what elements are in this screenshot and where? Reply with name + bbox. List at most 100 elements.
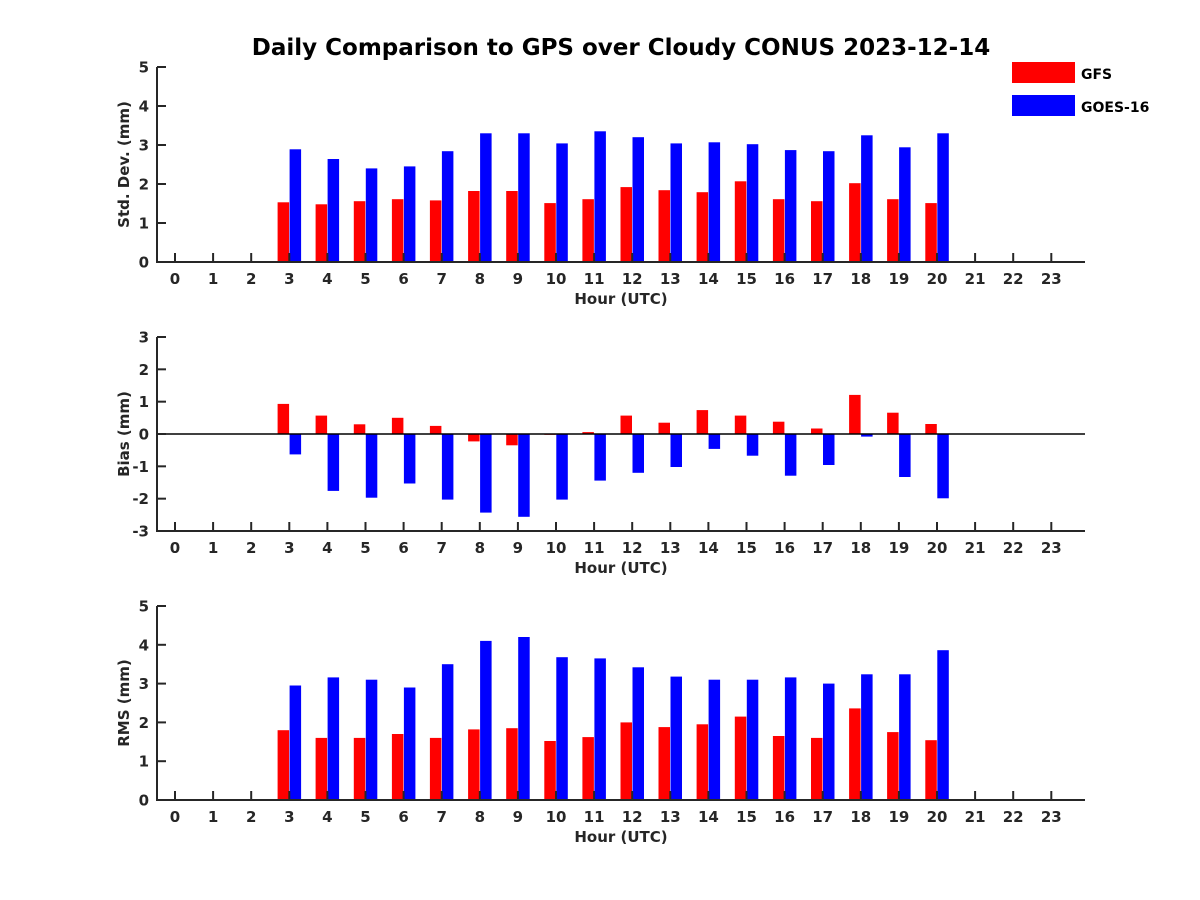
bar-std-goes16-18	[861, 135, 873, 263]
bar-bias-goes16-20	[937, 434, 949, 499]
x-tick-label-std-21: 21	[965, 270, 986, 288]
x-tick-label-bias-3: 3	[284, 539, 294, 557]
bar-rms-goes16-18	[861, 674, 873, 800]
bar-bias-gfs-13	[658, 422, 670, 434]
bar-rms-goes16-13	[670, 676, 682, 800]
bar-std-gfs-4	[315, 204, 328, 262]
bar-bias-gfs-7	[429, 425, 442, 434]
bar-std-goes16-6	[403, 166, 416, 262]
bar-rms-gfs-15	[734, 716, 747, 800]
bar-std-goes16-17	[823, 151, 835, 262]
x-tick-label-rms-5: 5	[360, 808, 370, 826]
bar-rms-gfs-10	[544, 741, 556, 800]
x-tick-label-bias-6: 6	[398, 539, 408, 557]
x-tick-label-rms-8: 8	[475, 808, 485, 826]
bar-bias-goes16-13	[670, 434, 682, 467]
bar-rms-goes16-17	[823, 683, 835, 800]
bar-rms-goes16-6	[403, 687, 416, 800]
x-tick-label-rms-22: 22	[1003, 808, 1024, 826]
bar-std-gfs-17	[811, 201, 823, 262]
bar-std-goes16-16	[784, 150, 797, 262]
x-tick-label-bias-15: 15	[736, 539, 757, 557]
bar-bias-gfs-4	[315, 415, 328, 434]
bar-bias-gfs-9	[506, 434, 518, 446]
bar-rms-goes16-4	[327, 677, 340, 800]
bar-rms-gfs-4	[315, 737, 328, 800]
bar-bias-gfs-15	[734, 415, 747, 434]
bar-rms-gfs-3	[277, 730, 290, 800]
bar-std-gfs-3	[277, 202, 290, 262]
bar-rms-goes16-15	[746, 679, 759, 800]
bar-std-gfs-5	[353, 201, 366, 262]
x-tick-label-std-3: 3	[284, 270, 294, 288]
x-tick-label-std-11: 11	[584, 270, 605, 288]
bar-std-goes16-12	[632, 137, 644, 262]
y-tick-label-std-4: 4	[139, 98, 149, 116]
bar-std-goes16-5	[365, 168, 378, 262]
bar-rms-gfs-17	[811, 737, 823, 800]
x-tick-label-bias-21: 21	[965, 539, 986, 557]
bar-bias-goes16-18	[861, 434, 873, 437]
y-tick-label-bias-3: 3	[139, 329, 149, 347]
x-tick-label-bias-20: 20	[927, 539, 948, 557]
x-tick-label-bias-4: 4	[322, 539, 332, 557]
bar-rms-goes16-10	[556, 657, 568, 800]
x-tick-label-std-20: 20	[927, 270, 948, 288]
bar-std-gfs-10	[544, 203, 556, 262]
bar-rms-gfs-13	[658, 727, 670, 800]
bar-rms-gfs-6	[391, 734, 404, 800]
bar-rms-goes16-20	[937, 650, 949, 800]
bar-bias-goes16-6	[403, 434, 416, 484]
x-tick-label-bias-1: 1	[208, 539, 218, 557]
x-tick-label-rms-18: 18	[850, 808, 871, 826]
x-tick-label-bias-7: 7	[436, 539, 446, 557]
x-tick-label-bias-8: 8	[475, 539, 485, 557]
y-axis-label-rms: RMS (mm)	[115, 659, 133, 746]
x-axis-label-bias: Hour (UTC)	[574, 559, 667, 577]
y-tick-label-std-1: 1	[139, 215, 149, 233]
x-tick-label-std-15: 15	[736, 270, 757, 288]
bar-std-gfs-13	[658, 190, 670, 262]
bar-bias-gfs-18	[849, 394, 861, 434]
bar-rms-gfs-16	[772, 736, 785, 800]
bar-bias-goes16-5	[365, 434, 378, 498]
x-tick-label-bias-13: 13	[660, 539, 681, 557]
bar-bias-goes16-10	[556, 434, 568, 500]
x-tick-label-std-18: 18	[850, 270, 871, 288]
x-tick-label-rms-11: 11	[584, 808, 605, 826]
x-tick-label-bias-18: 18	[850, 539, 871, 557]
y-tick-label-bias-1: 1	[139, 393, 149, 411]
bar-rms-gfs-9	[506, 728, 518, 800]
x-tick-label-bias-10: 10	[546, 539, 567, 557]
bar-bias-gfs-17	[811, 428, 823, 434]
bar-bias-goes16-11	[594, 434, 606, 481]
bar-rms-goes16-9	[518, 637, 530, 800]
y-axis-label-bias: Bias (mm)	[115, 391, 133, 477]
x-axis-label-rms: Hour (UTC)	[574, 828, 667, 846]
y-tick-label-rms-4: 4	[139, 636, 149, 654]
y-tick-label-std-3: 3	[139, 137, 149, 155]
x-tick-label-rms-16: 16	[774, 808, 795, 826]
bar-std-goes16-15	[746, 144, 759, 262]
x-tick-label-std-7: 7	[436, 270, 446, 288]
x-tick-label-rms-7: 7	[436, 808, 446, 826]
x-tick-label-rms-12: 12	[622, 808, 643, 826]
x-tick-label-rms-14: 14	[698, 808, 719, 826]
x-tick-label-bias-5: 5	[360, 539, 370, 557]
x-axis-label-std: Hour (UTC)	[574, 290, 667, 308]
x-tick-label-bias-17: 17	[812, 539, 833, 557]
x-tick-label-std-22: 22	[1003, 270, 1024, 288]
x-tick-label-bias-22: 22	[1003, 539, 1024, 557]
bar-std-gfs-12	[620, 187, 632, 262]
bar-rms-goes16-11	[594, 658, 606, 800]
bar-bias-gfs-16	[772, 421, 785, 434]
x-tick-label-std-1: 1	[208, 270, 218, 288]
bar-bias-goes16-12	[632, 434, 644, 473]
bar-rms-gfs-12	[620, 722, 632, 800]
x-tick-label-std-14: 14	[698, 270, 719, 288]
x-tick-label-rms-21: 21	[965, 808, 986, 826]
y-tick-label-rms-0: 0	[139, 792, 149, 810]
x-tick-label-rms-3: 3	[284, 808, 294, 826]
bar-rms-gfs-19	[887, 732, 899, 800]
